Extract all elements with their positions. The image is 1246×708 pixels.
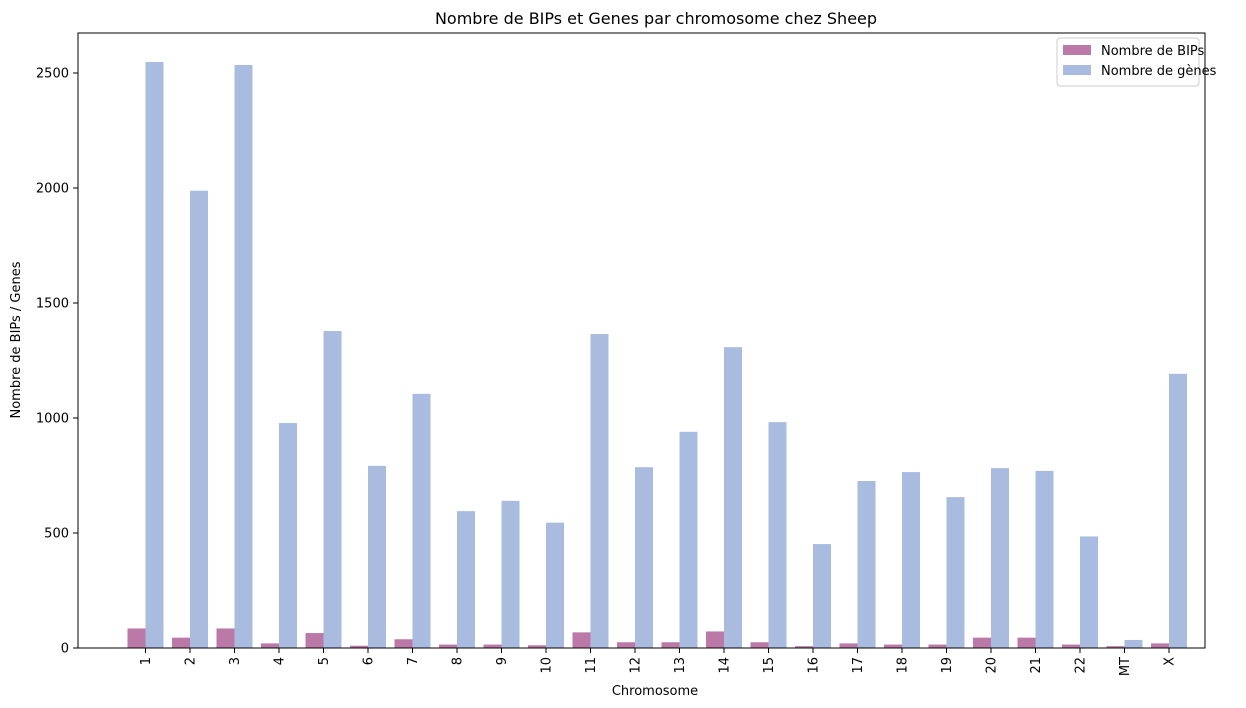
x-tick-label: X bbox=[1163, 657, 1178, 666]
x-tick-label: 10 bbox=[540, 657, 555, 674]
legend-box bbox=[1056, 37, 1200, 87]
x-tick-label: 22 bbox=[1074, 657, 1089, 674]
bar-bips-14 bbox=[706, 631, 724, 648]
x-tick-label: 11 bbox=[584, 657, 599, 674]
bar-bips-15 bbox=[750, 642, 769, 648]
bar-bips-12 bbox=[617, 642, 635, 648]
bar-genes-17 bbox=[857, 481, 876, 648]
x-tick-label: 3 bbox=[228, 657, 243, 665]
x-tick-label: 5 bbox=[317, 657, 332, 665]
x-axis-label: Chromosome bbox=[612, 684, 698, 699]
bars-group bbox=[127, 61, 1187, 648]
bar-bips-9 bbox=[483, 644, 502, 648]
bar-genes-14 bbox=[724, 347, 742, 648]
y-tick-label: 500 bbox=[44, 527, 69, 542]
x-tick-label: 18 bbox=[896, 657, 911, 674]
y-tick-label: 1500 bbox=[36, 297, 69, 312]
bar-bips-19 bbox=[928, 644, 947, 648]
bar-genes-20 bbox=[991, 468, 1009, 648]
bar-bips-2 bbox=[172, 637, 190, 648]
bar-genes-22 bbox=[1080, 536, 1098, 648]
x-tick-label: 19 bbox=[940, 657, 955, 674]
bar-genes-11 bbox=[590, 334, 609, 648]
y-tick-label: 0 bbox=[61, 642, 69, 657]
x-tick-label: 1 bbox=[139, 657, 154, 665]
y-axis-label: Nombre de BIPs / Genes bbox=[9, 261, 24, 418]
x-tick-label: 14 bbox=[718, 657, 733, 674]
bar-genes-21 bbox=[1035, 470, 1054, 648]
bar-genes-10 bbox=[546, 522, 564, 648]
x-tick-label: MT bbox=[1118, 657, 1133, 676]
bar-genes-13 bbox=[679, 431, 698, 648]
x-tick-label: 20 bbox=[985, 657, 1000, 674]
bar-genes-5 bbox=[323, 331, 342, 648]
bar-bips-17 bbox=[839, 643, 858, 648]
bar-genes-18 bbox=[902, 472, 920, 648]
y-tick-label: 2000 bbox=[36, 182, 69, 197]
plot-frame bbox=[77, 32, 1206, 649]
bar-bips-X bbox=[1151, 643, 1169, 648]
bar-bips-6 bbox=[350, 645, 368, 648]
x-tick-label: 9 bbox=[495, 657, 510, 665]
bar-genes-7 bbox=[412, 393, 431, 648]
x-axis: 1 2 3 4 5 6 7 8 9 10 11 12 13 14 15 16 17 18 19 20 21 22 MT X bbox=[139, 648, 1178, 676]
x-tick-label: 2 bbox=[184, 657, 199, 665]
x-tick-label: 16 bbox=[807, 657, 822, 674]
bar-genes-9 bbox=[501, 500, 520, 648]
legend-swatch bbox=[1063, 65, 1091, 75]
legend-label: Nombre de gènes bbox=[1101, 64, 1217, 79]
x-tick-label: 12 bbox=[629, 657, 644, 674]
bar-bips-5 bbox=[305, 633, 324, 648]
bar-genes-6 bbox=[368, 465, 386, 648]
x-tick-label: 7 bbox=[406, 657, 421, 665]
bar-bips-7 bbox=[394, 639, 413, 648]
bar-genes-2 bbox=[190, 190, 208, 648]
bar-bips-8 bbox=[439, 644, 457, 648]
bar-bips-10 bbox=[528, 645, 546, 648]
x-tick-label: 21 bbox=[1029, 657, 1044, 674]
bar-genes-16 bbox=[813, 544, 831, 648]
bar-genes-19 bbox=[946, 497, 965, 648]
bar-genes-12 bbox=[635, 467, 653, 648]
bar-bips-16 bbox=[795, 646, 813, 648]
legend-swatch bbox=[1063, 45, 1091, 55]
bar-bips-20 bbox=[973, 637, 991, 648]
legend: Nombre de BIPs Nombre de gènes bbox=[1056, 37, 1217, 87]
bar-genes-4 bbox=[279, 423, 297, 648]
bar-bips-11 bbox=[572, 632, 591, 648]
bar-genes-1 bbox=[145, 61, 164, 648]
y-tick-label: 2500 bbox=[36, 67, 69, 82]
y-axis: 0 500 1000 1500 2000 2500 bbox=[36, 67, 78, 657]
bar-genes-3 bbox=[234, 64, 253, 648]
x-tick-label: 17 bbox=[851, 657, 866, 674]
x-tick-label: 13 bbox=[673, 657, 688, 674]
bar-genes-8 bbox=[457, 511, 475, 648]
legend-label: Nombre de BIPs bbox=[1101, 44, 1205, 59]
bar-bips-MT bbox=[1106, 646, 1125, 648]
bar-bips-4 bbox=[261, 643, 279, 648]
y-tick-label: 1000 bbox=[36, 412, 69, 427]
bar-bips-1 bbox=[127, 628, 146, 648]
chart-title: Nombre de BIPs et Genes par chromosome c… bbox=[435, 9, 877, 28]
x-tick-label: 8 bbox=[451, 657, 466, 665]
x-tick-label: 6 bbox=[362, 657, 377, 665]
bar-bips-18 bbox=[884, 644, 902, 648]
bar-bips-13 bbox=[661, 642, 680, 648]
bar-genes-15 bbox=[768, 422, 787, 648]
bar-bips-22 bbox=[1062, 644, 1080, 648]
x-tick-label: 4 bbox=[273, 657, 288, 665]
x-tick-label: 15 bbox=[762, 657, 777, 674]
bar-bips-21 bbox=[1017, 637, 1036, 648]
bar-genes-MT bbox=[1124, 639, 1143, 648]
bar-bips-3 bbox=[216, 628, 235, 648]
bar-genes-X bbox=[1169, 373, 1187, 648]
